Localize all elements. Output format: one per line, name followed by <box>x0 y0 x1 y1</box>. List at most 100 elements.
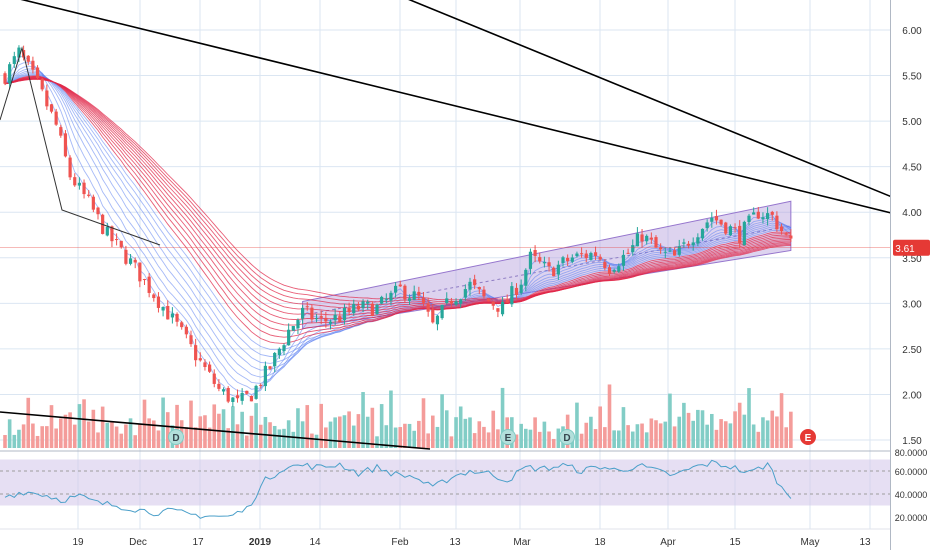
volume-bar <box>584 422 589 448</box>
dividend-marker[interactable]: D <box>168 429 184 445</box>
volume-bar <box>579 433 584 448</box>
volume-bar <box>417 420 421 448</box>
ribbon-line <box>4 73 791 357</box>
volume-bar <box>719 419 723 448</box>
rsi-band <box>0 459 890 506</box>
volume-bar <box>100 406 105 448</box>
time-axis[interactable]: 19 Dec 17 2019 14 Feb 13 Mar 18 Apr 15 May 13 <box>0 530 890 550</box>
time-tick-label: Feb <box>391 537 409 548</box>
volume-bar <box>668 393 672 448</box>
candle-body <box>789 235 793 239</box>
volume-bar <box>547 431 551 448</box>
candle-body <box>235 395 240 399</box>
volume-bar <box>426 433 430 448</box>
candle-body <box>752 212 756 215</box>
candle-body <box>184 326 188 335</box>
volume-bar <box>119 433 124 448</box>
volume-bar <box>431 415 435 448</box>
volume-bar <box>500 387 505 448</box>
volume-bar <box>723 421 728 448</box>
candle-body <box>324 317 328 322</box>
candle-body <box>500 301 505 315</box>
candle-body <box>766 213 770 220</box>
rsi-axis[interactable]: 60.0000 40.0000 20.0000 80.0000 <box>891 448 932 529</box>
candle-body <box>403 285 407 300</box>
candle-body <box>203 362 207 368</box>
earnings-marker[interactable]: E <box>500 429 516 445</box>
candle-body <box>617 266 621 272</box>
volume-bar <box>635 424 640 448</box>
volume-bar <box>240 411 244 448</box>
price-tick-label: 5.00 <box>902 117 922 128</box>
rsi-line <box>4 459 792 519</box>
volume-bar <box>407 423 412 448</box>
candle-body <box>26 55 30 62</box>
price-axis[interactable]: 6.00 5.50 5.00 4.50 4.00 3.50 3.00 2.50 2.00 1.50… <box>0 0 932 451</box>
earnings-marker[interactable]: E <box>800 429 816 445</box>
time-tick-label: Mar <box>513 537 531 548</box>
volume-bar <box>165 412 170 448</box>
volume-bar <box>235 424 240 448</box>
volume-bar <box>482 426 486 448</box>
volume-bar <box>351 425 356 448</box>
candle-body <box>314 318 319 320</box>
volume-bar <box>640 423 644 448</box>
trendlines[interactable] <box>0 0 932 450</box>
volume-bar <box>784 427 788 448</box>
volume-bar <box>598 406 602 448</box>
volume-bar <box>751 424 756 448</box>
rsi-pane <box>0 459 890 519</box>
candle-body <box>747 215 751 222</box>
ribbon-line <box>4 76 791 332</box>
volume-bar <box>756 431 761 448</box>
price-tick-label: 2.50 <box>902 345 922 356</box>
volume-bar <box>45 426 49 448</box>
time-tick-label: May <box>801 537 820 548</box>
candle-body <box>161 307 165 311</box>
candle-body <box>394 285 398 293</box>
dividend-marker[interactable]: D <box>559 429 575 445</box>
volume-bar <box>542 421 547 448</box>
ribbon-line <box>4 77 791 320</box>
time-tick-label: Dec <box>129 537 147 548</box>
volume-bar <box>775 416 779 448</box>
candle-body <box>240 392 244 401</box>
candle-body <box>54 111 58 125</box>
ribbon-line <box>4 62 792 396</box>
current-price-label: 3.61 <box>895 244 915 255</box>
volume-bar <box>35 435 40 448</box>
candle-body <box>770 211 774 215</box>
volume-bar <box>663 421 668 448</box>
candlesticks <box>3 45 793 407</box>
time-tick-label: 13 <box>859 537 871 548</box>
candle-body <box>259 384 263 386</box>
price-tick-label: 5.50 <box>902 72 922 83</box>
candle-body <box>77 182 81 186</box>
candle-body <box>105 226 109 236</box>
volume-bar <box>245 435 249 448</box>
candle-body <box>249 395 254 402</box>
volume-bar <box>3 435 7 448</box>
axis-background <box>891 452 932 529</box>
candle-body <box>445 298 449 303</box>
price-tick-label: 1.50 <box>902 436 922 447</box>
ribbon-line <box>4 78 791 306</box>
candle-body <box>254 385 258 399</box>
volume-bar <box>686 412 691 448</box>
candle-body <box>375 304 379 314</box>
volume-bar <box>696 409 700 448</box>
candle-body <box>514 287 519 296</box>
volume-bar <box>254 403 258 448</box>
volume-bar <box>617 430 621 448</box>
volume-bar <box>310 433 314 448</box>
volume-bar <box>156 430 161 448</box>
candle-body <box>473 279 477 286</box>
price-tick-label: 3.00 <box>902 299 922 310</box>
candle-body <box>231 397 235 402</box>
candle-body <box>519 284 523 294</box>
volume-bar <box>496 429 500 448</box>
candle-body <box>3 73 7 84</box>
